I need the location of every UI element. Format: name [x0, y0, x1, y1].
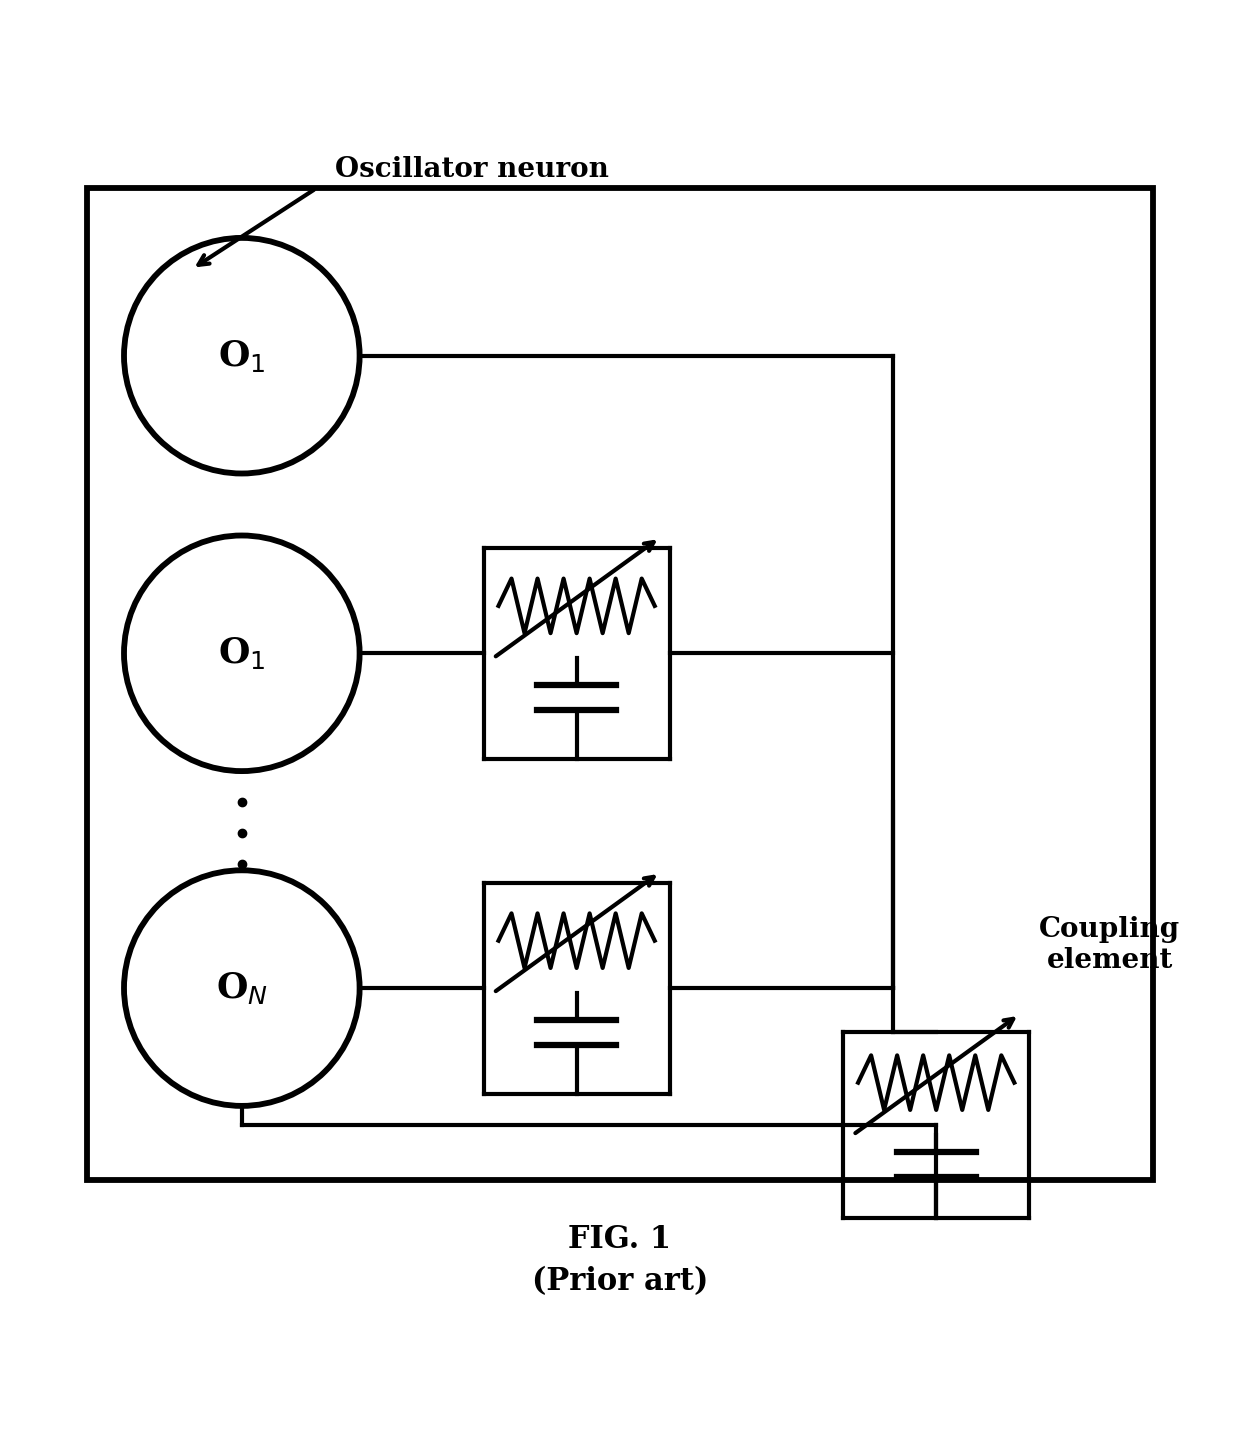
Text: Coupling
element: Coupling element	[1039, 916, 1180, 974]
Circle shape	[124, 238, 360, 473]
Text: Oscillator neuron: Oscillator neuron	[335, 156, 609, 183]
Circle shape	[124, 535, 360, 771]
Text: O$_1$: O$_1$	[218, 635, 265, 671]
Text: FIG. 1: FIG. 1	[568, 1224, 672, 1255]
Text: (Prior art): (Prior art)	[532, 1267, 708, 1297]
Text: O$_1$: O$_1$	[218, 338, 265, 374]
Circle shape	[124, 870, 360, 1105]
Bar	[87, 188, 1153, 1180]
Text: O$_N$: O$_N$	[216, 970, 268, 1006]
